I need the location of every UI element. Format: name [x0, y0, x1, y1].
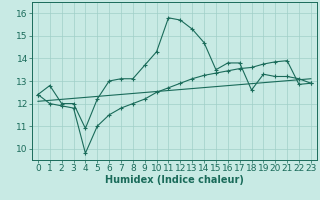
X-axis label: Humidex (Indice chaleur): Humidex (Indice chaleur) [105, 175, 244, 185]
